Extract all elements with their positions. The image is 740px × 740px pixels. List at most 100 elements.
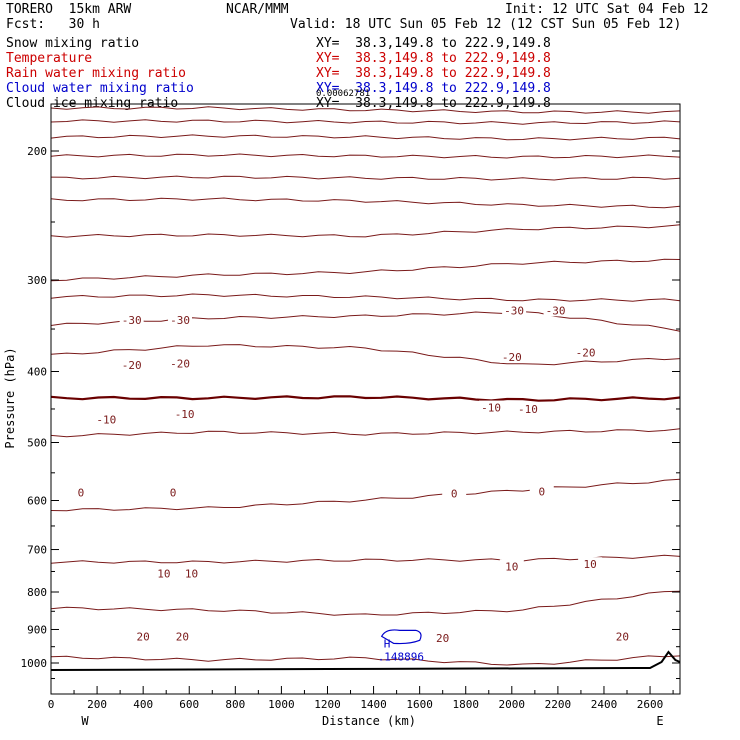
isotherm-label-bg [479,400,504,414]
x-tick-label-1600: 1600 [406,698,433,711]
isotherm-line [50,655,681,666]
isotherm-label-bg [573,345,598,359]
x-tick-label-2600: 2600 [637,698,664,711]
x-tick-label-200: 200 [87,698,107,711]
isotherm-line [50,224,681,238]
isotherm-label: -10 [481,402,501,415]
isotherm-label: 20 [137,630,150,643]
y-tick-label-800: 800 [27,586,47,599]
isotherm-label: -30 [546,304,566,317]
isotherm-label-bg [529,484,554,498]
y-tick-label-500: 500 [27,436,47,449]
cloud-water-max-value: .148896 [378,650,424,663]
isotherm-label-bg [499,559,524,573]
isotherm-line [50,119,681,125]
isotherm-line [50,258,681,282]
isotherm-label-bg [499,349,524,363]
isotherm-label: -10 [518,403,538,416]
isotherm-line [50,153,681,159]
x-tick-label-0: 0 [48,698,55,711]
field-cloud-water-xy: XY= 38.3,149.8 to 222.9,149.8 [316,81,551,96]
isotherm-line [50,175,681,181]
y-axis-label: Pressure (hPa) [3,347,17,448]
forecast-hour: Fcst: 30 h [6,17,100,32]
isotherm-label: -30 [170,314,190,327]
isotherm-label-bg [172,406,197,420]
isotherm-line [50,311,681,332]
west-label: W [81,714,89,728]
x-tick-label-1200: 1200 [314,698,341,711]
isotherm-label-bg [161,485,186,499]
isotherm-label-bg [442,486,467,500]
x-tick-label-800: 800 [225,698,245,711]
isotherm-label-bg [168,356,193,370]
model-name: TORERO 15km ARW [6,2,132,17]
field-rain-xy: XY= 38.3,149.8 to 222.9,149.8 [316,66,551,81]
isotherm-label: 20 [436,632,449,645]
field-temperature: Temperature [6,51,93,66]
isotherm-label: 20 [616,630,629,643]
isotherm-labels: -30 -30 -30 -30 -20 -20 -20 -20 -10 -10 -10 -10 0 0 0 0… [68,303,635,645]
isotherm-label: 10 [157,568,170,581]
isotherm-line [50,554,681,564]
field-cloud-water: Cloud water mixing ratio [6,81,194,96]
isotherm-label: 0 [451,488,458,501]
valid-time: Valid: 18 UTC Sun 05 Feb 12 (12 CST Sun … [290,17,682,32]
isotherm-label: 10 [584,558,597,571]
y-tick-label-400: 400 [27,366,47,379]
isotherm-label-bg [168,312,193,326]
isotherm-label: -20 [502,351,522,364]
y-tick-label-1000: 1000 [21,657,48,670]
isotherm-label: -10 [96,413,116,426]
isotherm-label-bg [119,312,144,326]
isotherm-line [50,344,681,366]
isotherm-label: 10 [185,568,198,581]
x-tick-label-2400: 2400 [591,698,618,711]
isotherm-label-bg [170,629,195,643]
isotherm-label: 20 [176,630,189,643]
x-tick-label-400: 400 [133,698,153,711]
isotherm-line [50,395,681,402]
overlap-value: 0.00062781 [316,89,371,99]
isotherm-label-bg [131,629,156,643]
x-tick-label-600: 600 [179,698,199,711]
plot-frame [50,103,681,695]
field-snow-xy: XY= 38.3,149.8 to 222.9,149.8 [316,36,551,51]
isotherm-line [50,293,681,302]
isotherm-label-bg [515,401,540,415]
isotherm-label: 0 [538,485,545,498]
isotherm-line [50,134,681,141]
y-tick-label-200: 200 [27,145,47,158]
x-axis-ticks: 0 200 400 600 800 1000 1200 1400 1600 1800 2000 220… [48,686,674,711]
isotherm-label-bg [119,358,144,372]
isotherm-label: -20 [122,359,142,372]
isotherm-label-bg [578,557,603,571]
isotherm-label-bg [151,566,176,580]
isotherm-line [50,106,681,114]
isotherm-label: -20 [576,347,596,360]
isotherm-label: -10 [175,408,195,421]
isotherm-line [50,590,681,616]
isotherm-line [50,428,681,438]
x-tick-label-1000: 1000 [268,698,295,711]
cloud-water-max-marker: H [384,637,391,650]
terrain-line [50,650,681,671]
y-tick-label-600: 600 [27,494,47,507]
isotherm-label-bg [610,629,635,643]
y-tick-label-300: 300 [27,274,47,287]
isotherm-label-bg [430,631,455,645]
isotherm-label: 10 [505,560,518,573]
y-tick-label-700: 700 [27,544,47,557]
isotherm-label-bg [179,566,204,580]
temperature-contours [50,106,681,666]
field-rain: Rain water mixing ratio [6,66,187,81]
field-snow: Snow mixing ratio [6,36,140,51]
x-tick-label-2200: 2200 [545,698,572,711]
isotherm-label: -20 [170,357,190,370]
isotherm-label: 0 [78,486,85,499]
cloud-water-contour [380,629,422,645]
isotherm-line [50,478,681,512]
field-temperature-xy: XY= 38.3,149.8 to 222.9,149.8 [316,51,551,66]
isotherm-label-bg [502,303,527,317]
